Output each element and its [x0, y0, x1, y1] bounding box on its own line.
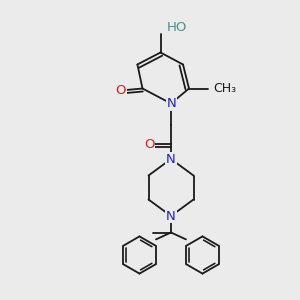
- Text: O: O: [116, 83, 126, 97]
- Text: HO: HO: [167, 21, 188, 34]
- Text: O: O: [144, 137, 154, 151]
- Text: N: N: [166, 152, 176, 166]
- Text: N: N: [166, 209, 176, 223]
- Text: CH₃: CH₃: [214, 82, 237, 95]
- Text: N: N: [167, 97, 176, 110]
